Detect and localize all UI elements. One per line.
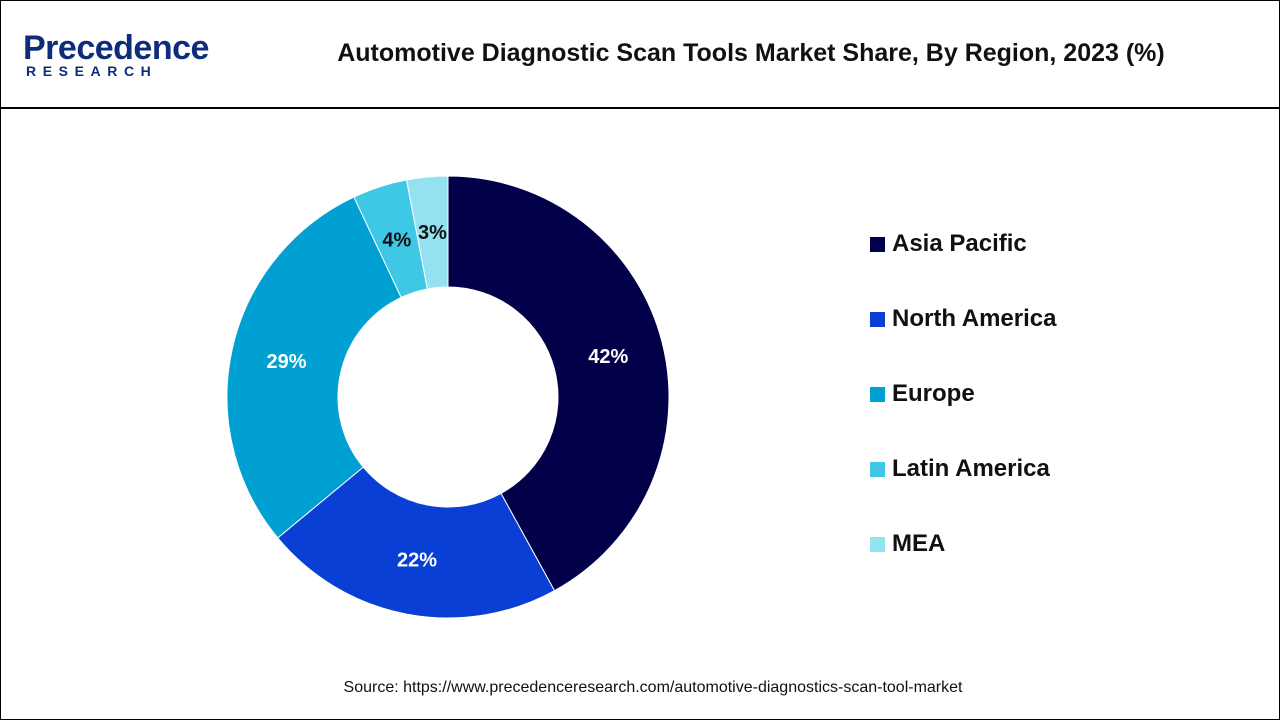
legend-swatch-north-america: [870, 312, 885, 327]
header: Precedence RESEARCH Automotive Diagnosti…: [1, 1, 1279, 109]
legend-label-asia-pacific: Asia Pacific: [892, 230, 1027, 257]
slice-north-america: [277, 466, 556, 619]
legend-swatch-latin-america: [870, 462, 885, 477]
slice-label-mea: 3%: [418, 222, 447, 244]
donut-slice-labels: 42% 22% 29% 4% 3%: [266, 222, 628, 571]
legend-label-mea: MEA: [892, 530, 946, 557]
donut-slices: [226, 175, 670, 619]
logo-subtitle: RESEARCH: [26, 63, 158, 79]
legend-swatch-asia-pacific: [870, 237, 885, 252]
slice-label-asia-pacific: 42%: [588, 346, 628, 368]
slice-asia-pacific: [447, 175, 670, 592]
source-note: Source: https://www.precedenceresearch.c…: [343, 679, 963, 696]
legend-label-north-america: North America: [892, 305, 1057, 332]
legend-swatch-mea: [870, 537, 885, 552]
logo-wordmark: Precedence: [23, 29, 209, 67]
precedence-research-logo: Precedence RESEARCH: [23, 31, 213, 83]
slice-label-europe: 29%: [266, 351, 306, 373]
slice-mea: [406, 175, 449, 290]
slice-label-latin-america: 4%: [382, 230, 411, 252]
legend-label-latin-america: Latin America: [892, 455, 1050, 482]
chart-title: Automotive Diagnostic Scan Tools Market …: [337, 39, 1165, 67]
legend-swatch-europe: [870, 387, 885, 402]
slice-label-north-america: 22%: [397, 550, 437, 572]
legend-label-europe: Europe: [892, 380, 975, 407]
slice-europe: [226, 196, 402, 539]
